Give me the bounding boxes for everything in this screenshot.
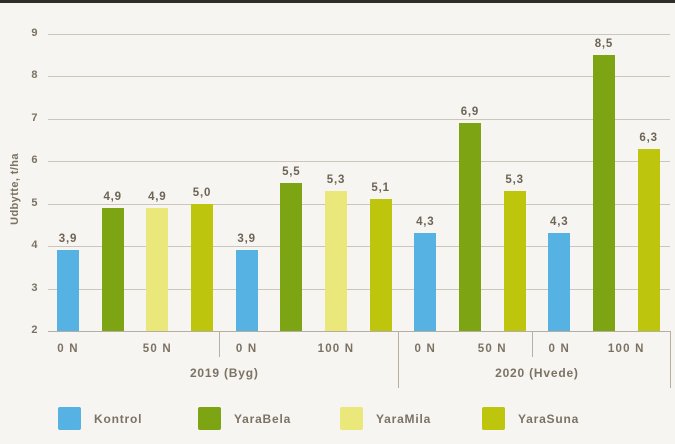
gridline xyxy=(48,203,670,205)
x-tick-label: 0 N xyxy=(548,343,570,355)
bar-yarasuna xyxy=(503,190,526,331)
bar-yarasuna xyxy=(369,199,392,331)
y-tick-label: 4 xyxy=(31,239,38,252)
bar-yaramila xyxy=(324,190,347,331)
bar-value-label: 8,5 xyxy=(594,38,614,51)
bar-yaramila xyxy=(146,207,169,331)
gridline xyxy=(48,288,670,290)
legend-swatch-yarasuna xyxy=(482,407,505,430)
bar-yarasuna xyxy=(637,148,660,331)
gridline xyxy=(48,246,670,248)
group-divider xyxy=(670,331,671,388)
bar-kontrol xyxy=(57,250,79,331)
x-tick-label: 50 N xyxy=(477,343,507,355)
bar-value-label: 5,1 xyxy=(371,182,390,195)
bar-kontrol xyxy=(548,233,571,331)
bar-value-label: 6,3 xyxy=(639,131,658,144)
y-tick-label: 8 xyxy=(31,69,38,82)
y-tick-label: 3 xyxy=(31,281,38,294)
legend-label: YaraSuna xyxy=(518,412,580,426)
bar-value-label: 5,3 xyxy=(326,173,346,186)
legend-swatch-yarabela xyxy=(198,407,221,430)
gridline xyxy=(48,34,670,35)
bar-yarabela xyxy=(458,123,481,331)
y-tick-label: 2 xyxy=(31,324,38,336)
legend-swatch-yaramila xyxy=(340,407,363,430)
bar-yarabela xyxy=(101,207,124,331)
subgroup-divider xyxy=(532,331,533,357)
bar-value-label: 4,9 xyxy=(148,190,167,203)
y-tick-label: 6 xyxy=(31,154,38,167)
gridline xyxy=(48,76,670,78)
gridline xyxy=(48,161,670,163)
legend: Kontrol YaraBela YaraMila YaraSuna xyxy=(0,404,675,440)
bar-kontrol xyxy=(235,250,258,331)
subgroup-divider xyxy=(219,331,220,357)
gridline xyxy=(48,118,670,120)
bar-yarabela xyxy=(592,55,615,331)
bar-yarabela xyxy=(280,182,303,331)
bar-value-label: 4,9 xyxy=(103,190,122,203)
bar-value-label: 3,9 xyxy=(237,233,256,246)
legend-swatch-kontrol xyxy=(58,407,81,430)
bar-value-label: 5,3 xyxy=(505,173,524,186)
y-tick-label: 5 xyxy=(31,196,38,209)
top-border-line xyxy=(0,0,675,3)
bar-value-label: 6,9 xyxy=(460,106,480,119)
y-tick-label: 7 xyxy=(31,111,38,124)
gridline xyxy=(48,331,670,332)
legend-label: Kontrol xyxy=(94,412,143,426)
bar-value-label: 5,0 xyxy=(192,186,212,199)
x-tick-label: 100 N xyxy=(607,343,645,355)
bar-value-label: 4,3 xyxy=(416,216,435,229)
group-divider xyxy=(398,331,399,388)
x-tick-label: 50 N xyxy=(142,343,172,355)
group-label: 2020 (Hvede) xyxy=(495,366,579,380)
x-tick-label: 0 N xyxy=(414,343,437,355)
legend-label: YaraMila xyxy=(376,412,432,426)
x-tick-label: 0 N xyxy=(57,343,79,355)
bar-kontrol xyxy=(414,233,437,331)
group-label: 2019 (Byg) xyxy=(189,366,259,380)
y-tick-label: 9 xyxy=(31,27,38,39)
x-tick-label: 0 N xyxy=(235,343,258,355)
bar-value-label: 4,3 xyxy=(550,216,569,229)
bar-yarasuna xyxy=(190,203,213,331)
bar-value-label: 3,9 xyxy=(58,233,78,246)
bar-value-label: 5,5 xyxy=(282,165,301,178)
legend-label: YaraBela xyxy=(234,412,292,426)
x-tick-label: 100 N xyxy=(317,343,355,355)
